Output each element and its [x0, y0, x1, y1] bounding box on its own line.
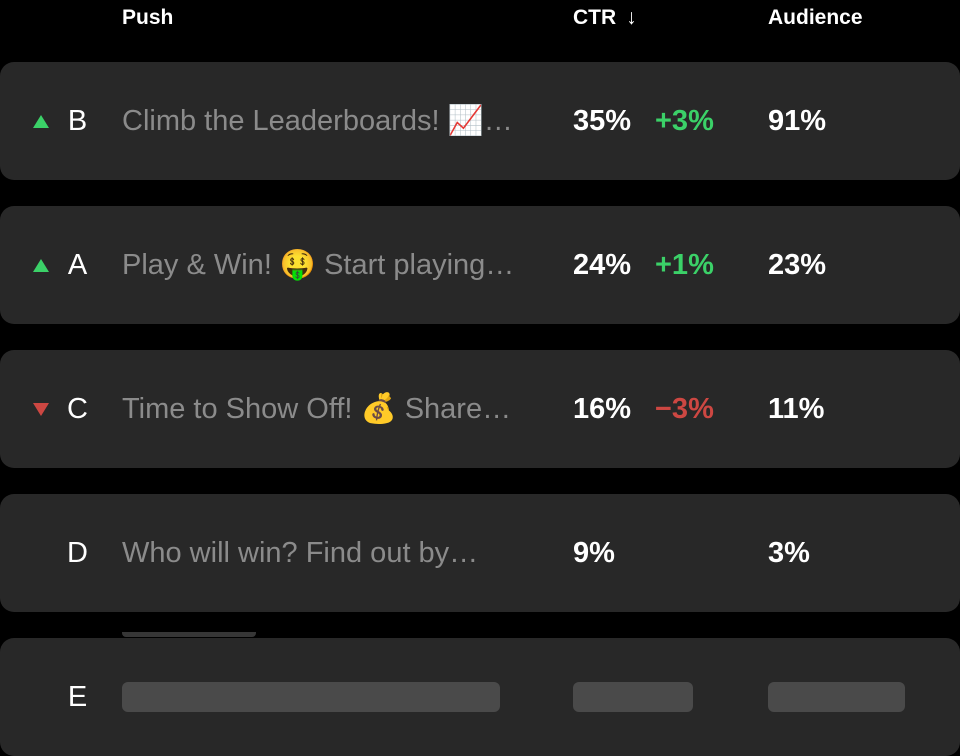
audience-value: 3%: [768, 536, 810, 569]
sort-descending-icon: ↓: [626, 6, 637, 29]
variant-label: C: [67, 392, 88, 425]
clipped-skeleton-bar: [122, 632, 256, 637]
column-header-push-label: Push: [122, 6, 174, 29]
table-row[interactable]: D Who will win? Find out by… 9% 3%: [0, 494, 960, 612]
variant-label: E: [67, 680, 88, 713]
ctr-delta: −3%: [655, 392, 714, 425]
table-row[interactable]: C Time to Show Off! 💰 Share… 16% −3% 11%: [0, 350, 960, 468]
push-message: Play & Win! 🤑 Start playing…: [122, 249, 515, 281]
push-message: Time to Show Off! 💰 Share…: [122, 393, 512, 425]
column-header-audience-label: Audience: [768, 6, 863, 29]
push-message: Climb the Leaderboards! 📈…: [122, 105, 513, 137]
column-header-ctr[interactable]: CTR ↓: [573, 4, 655, 32]
table-body: B Climb the Leaderboards! 📈… 35% +3% 91%…: [0, 62, 960, 756]
skeleton-audience-bar: [768, 682, 905, 712]
column-header-audience[interactable]: Audience: [768, 4, 960, 32]
audience-value: 23%: [768, 248, 827, 281]
ctr-value: 16%: [573, 392, 632, 425]
table-row[interactable]: A Play & Win! 🤑 Start playing… 24% +1% 2…: [0, 206, 960, 324]
trend-triangle-icon: [33, 402, 49, 416]
trend-triangle-icon: [33, 114, 49, 128]
trend-triangle-icon: [33, 258, 49, 272]
audience-value: 11%: [768, 392, 825, 425]
column-header-push[interactable]: Push: [122, 4, 573, 32]
ctr-value: 35%: [573, 104, 632, 137]
audience-value: 91%: [768, 104, 827, 137]
variant-label: A: [67, 248, 88, 281]
skeleton-ctr-bar: [573, 682, 693, 712]
table-header: Push CTR ↓ Audience: [0, 0, 960, 62]
table-row[interactable]: B Climb the Leaderboards! 📈… 35% +3% 91%: [0, 62, 960, 180]
ctr-delta: +1%: [655, 248, 714, 281]
ctr-value: 9%: [573, 536, 615, 569]
variant-label: B: [67, 104, 88, 137]
column-header-ctr-label: CTR: [573, 6, 617, 29]
trend-cell: [33, 402, 60, 416]
trend-cell: [33, 114, 60, 128]
variant-label: D: [67, 536, 88, 569]
table-row[interactable]: E: [0, 638, 960, 756]
ctr-value: 24%: [573, 248, 632, 281]
skeleton-message-bar: [122, 682, 500, 712]
trend-cell: [33, 258, 60, 272]
ctr-delta: +3%: [655, 104, 714, 137]
push-message: Who will win? Find out by…: [122, 536, 479, 569]
